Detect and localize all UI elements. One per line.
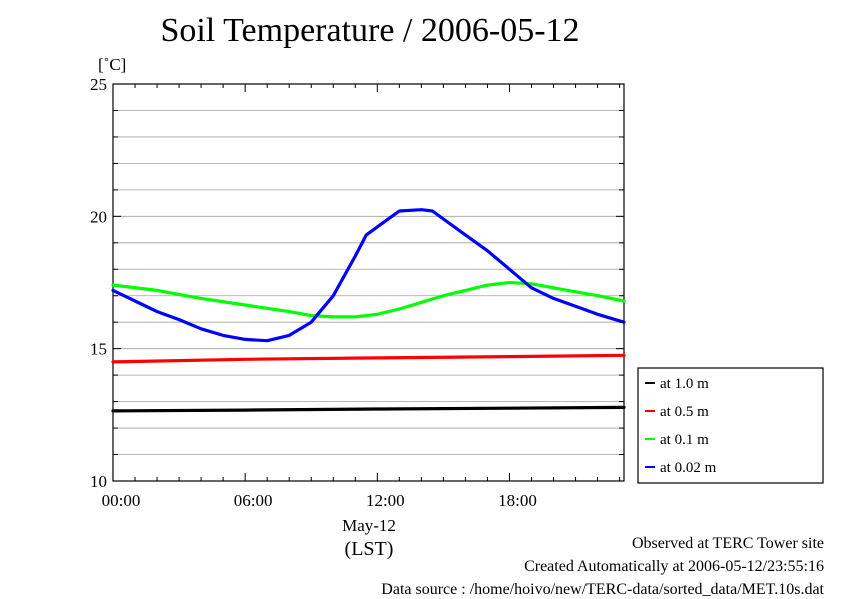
y-tick-label: 15 xyxy=(90,340,107,359)
y-tick-label: 20 xyxy=(90,207,107,226)
y-axis-label: [˚C] xyxy=(98,55,126,74)
legend-entry: at 0.02 m xyxy=(660,460,717,476)
legend: at 1.0 m at 0.5 m at 0.1 m at 0.02 m xyxy=(637,367,824,484)
legend-box xyxy=(637,367,824,484)
legend-entry: at 1.0 m xyxy=(660,376,709,392)
plot-frame xyxy=(112,83,625,482)
x-tick-label: 00:00 xyxy=(102,491,141,510)
footer-source: Data source : /home/hoivo/new/TERC-data/… xyxy=(381,581,824,598)
x-axis-zone-label: (LST) xyxy=(345,538,394,560)
grid-lines xyxy=(113,110,624,455)
series-layer xyxy=(111,208,626,413)
series-line-at-0-1-m xyxy=(111,280,626,319)
x-axis: 00:00 06:00 12:00 18:00 xyxy=(102,84,621,510)
y-tick-label: 25 xyxy=(90,75,107,94)
footer-site: Observed at TERC Tower site xyxy=(631,535,824,552)
x-axis-date-label: May-12 xyxy=(342,516,396,535)
x-tick-label: 12:00 xyxy=(366,491,405,510)
x-tick-label: 06:00 xyxy=(234,491,273,510)
footer-created: Created Automatically at 2006-05-12/23:5… xyxy=(524,558,824,575)
series-line-at-0-5-m xyxy=(111,353,626,364)
series-line-at-0-02-m xyxy=(111,208,626,343)
legend-entry: at 0.1 m xyxy=(660,432,709,448)
y-tick-label: 10 xyxy=(90,472,107,491)
legend-entry: at 0.5 m xyxy=(660,404,709,420)
x-tick-label: 18:00 xyxy=(498,491,537,510)
y-axis: 10 15 20 25 xyxy=(90,75,624,491)
series-line-at-1-0-m xyxy=(111,405,626,413)
chart-title: Soil Temperature / 2006-05-12 xyxy=(160,12,580,49)
